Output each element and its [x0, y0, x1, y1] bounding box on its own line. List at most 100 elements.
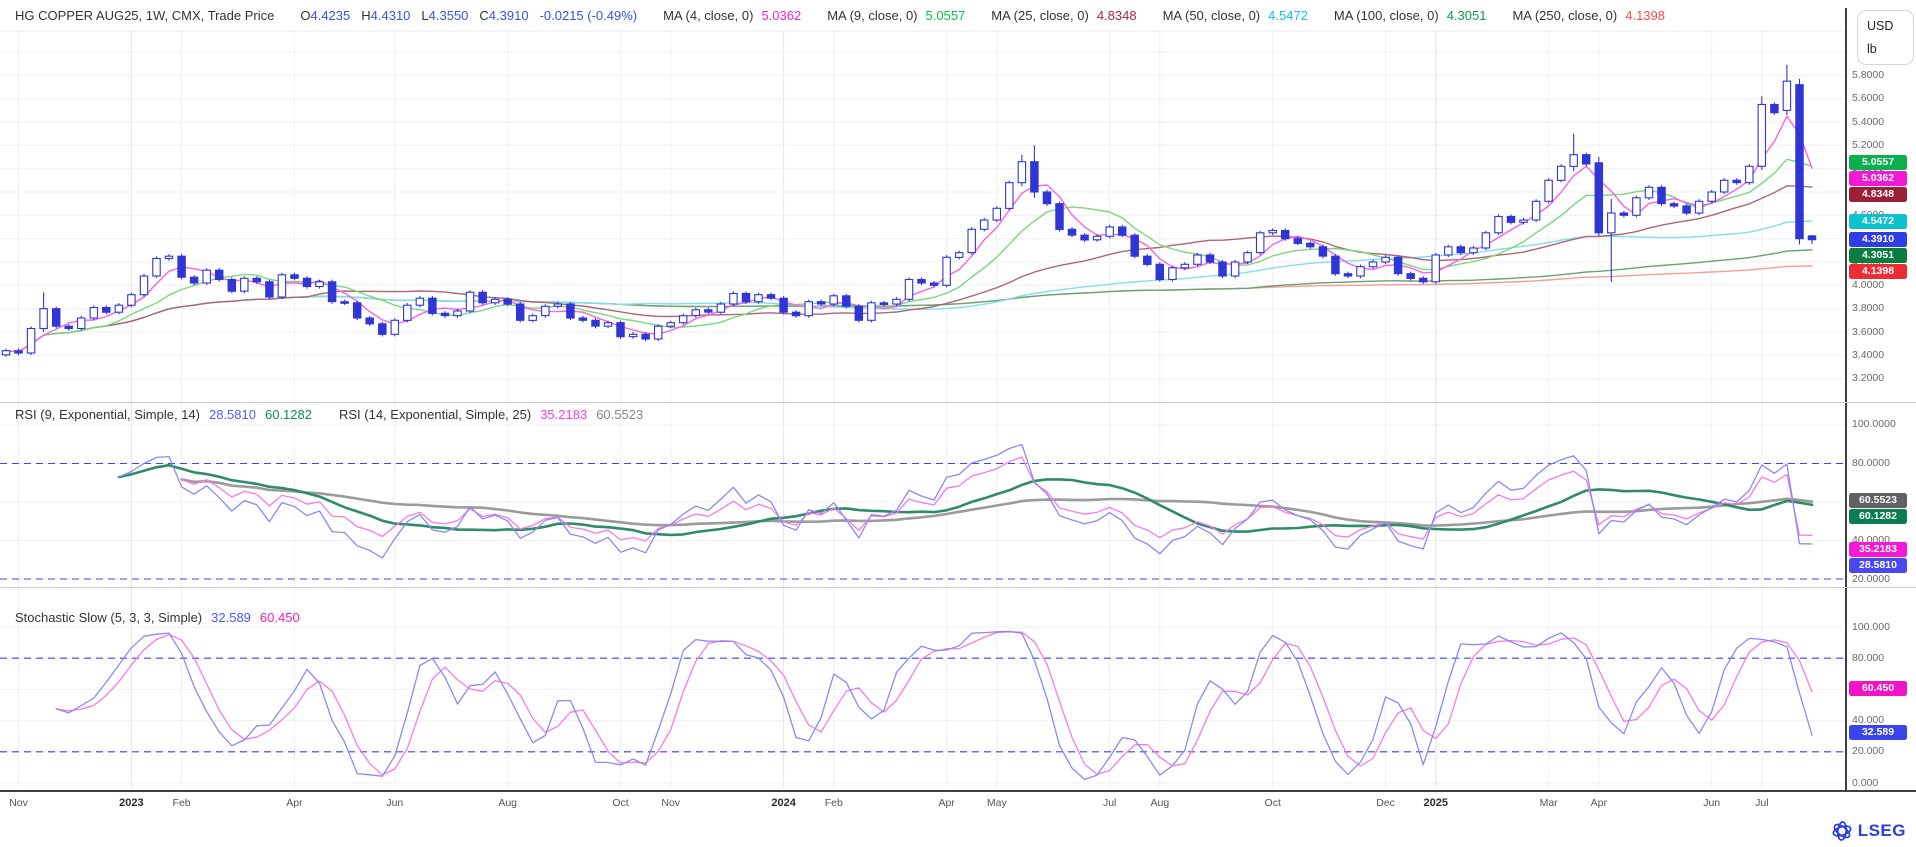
- candle[interactable]: [352, 300, 362, 321]
- candle[interactable]: [1343, 271, 1353, 279]
- candle[interactable]: [954, 250, 964, 260]
- candle[interactable]: [390, 318, 400, 337]
- candle[interactable]: [1694, 199, 1704, 216]
- instrument-title[interactable]: HG COPPER AUG25, 1W, CMX, Trade Price: [15, 8, 275, 23]
- candle[interactable]: [1745, 164, 1754, 185]
- axis-unit-box[interactable]: USD lb: [1857, 10, 1914, 65]
- candle[interactable]: [415, 296, 425, 308]
- candle[interactable]: [1444, 244, 1453, 258]
- candle[interactable]: [1268, 228, 1277, 235]
- candle[interactable]: [691, 307, 701, 318]
- candle[interactable]: [766, 292, 776, 301]
- candle[interactable]: [1456, 244, 1466, 255]
- candle[interactable]: [816, 299, 826, 307]
- candle[interactable]: [628, 332, 638, 339]
- candle[interactable]: [704, 307, 713, 315]
- ma-legend-item[interactable]: MA (25, close, 0) 4.8348: [991, 8, 1136, 23]
- value-axis-column[interactable]: USD lb: [1845, 8, 1916, 815]
- candle[interactable]: [189, 275, 199, 286]
- candle[interactable]: [1143, 254, 1152, 267]
- candle[interactable]: [942, 255, 951, 288]
- candle[interactable]: [490, 297, 500, 305]
- candle[interactable]: [829, 293, 838, 307]
- candle[interactable]: [1293, 236, 1303, 246]
- candle[interactable]: [1669, 201, 1679, 209]
- candle[interactable]: [578, 315, 588, 323]
- candle[interactable]: [929, 280, 939, 288]
- candle[interactable]: [1770, 102, 1779, 115]
- candle[interactable]: [1519, 217, 1528, 225]
- candle[interactable]: [365, 315, 374, 326]
- candle[interactable]: [240, 276, 249, 294]
- candle[interactable]: [1657, 185, 1666, 206]
- candle[interactable]: [1544, 178, 1553, 204]
- candle[interactable]: [791, 310, 801, 318]
- candle[interactable]: [854, 304, 864, 323]
- candle[interactable]: [51, 306, 61, 329]
- candle[interactable]: [867, 300, 876, 323]
- candle[interactable]: [1368, 259, 1378, 269]
- time-axis[interactable]: [0, 790, 1916, 817]
- candle[interactable]: [1481, 230, 1491, 251]
- candle[interactable]: [1155, 262, 1165, 282]
- candle[interactable]: [440, 311, 450, 318]
- candle[interactable]: [1632, 195, 1641, 218]
- candle[interactable]: [315, 279, 324, 289]
- candle[interactable]: [804, 299, 813, 318]
- candle[interactable]: [1594, 157, 1604, 237]
- candle[interactable]: [1168, 265, 1177, 282]
- candle[interactable]: [879, 300, 889, 307]
- candle[interactable]: [378, 321, 387, 337]
- candle[interactable]: [1795, 78, 1804, 245]
- candle[interactable]: [653, 324, 663, 342]
- rsi-slow-label[interactable]: RSI (14, Exponential, Simple, 25): [338, 407, 532, 422]
- candle[interactable]: [1757, 96, 1767, 170]
- candle[interactable]: [641, 332, 650, 342]
- candle[interactable]: [678, 313, 688, 325]
- candle[interactable]: [1030, 145, 1039, 198]
- candle[interactable]: [1393, 255, 1403, 276]
- ma-legend-item[interactable]: MA (9, close, 0) 5.0557: [827, 8, 965, 23]
- candle[interactable]: [1042, 189, 1052, 206]
- candle[interactable]: [453, 308, 462, 318]
- candle[interactable]: [1644, 185, 1654, 200]
- candle[interactable]: [1494, 214, 1503, 235]
- rsi-fast-label[interactable]: RSI (9, Exponential, Simple, 14): [15, 407, 200, 422]
- candle[interactable]: [1, 348, 11, 357]
- candle[interactable]: [729, 291, 738, 307]
- candle[interactable]: [1556, 164, 1566, 183]
- candle[interactable]: [842, 293, 851, 309]
- candle[interactable]: [114, 303, 124, 315]
- candle[interactable]: [1807, 235, 1817, 244]
- candle[interactable]: [277, 272, 287, 300]
- stochastic-label[interactable]: Stochastic Slow (5, 3, 3, Simple): [15, 610, 203, 625]
- candle[interactable]: [127, 292, 136, 308]
- candle[interactable]: [716, 301, 726, 315]
- candle[interactable]: [967, 227, 976, 255]
- candle[interactable]: [1782, 64, 1792, 115]
- candle[interactable]: [1607, 199, 1616, 282]
- candle[interactable]: [754, 292, 763, 304]
- candle[interactable]: [1005, 180, 1014, 211]
- candle[interactable]: [616, 320, 625, 339]
- candle[interactable]: [152, 256, 161, 279]
- ma-legend-item[interactable]: MA (100, close, 0) 4.3051: [1334, 8, 1487, 23]
- candle[interactable]: [14, 348, 23, 356]
- candle[interactable]: [553, 301, 563, 309]
- ma-legend-item[interactable]: MA (50, close, 0) 4.5472: [1163, 8, 1308, 23]
- candle[interactable]: [1431, 252, 1440, 284]
- candle[interactable]: [89, 305, 99, 321]
- candle[interactable]: [904, 277, 914, 302]
- candles-layer[interactable]: [1, 64, 1817, 357]
- candle[interactable]: [992, 206, 1002, 223]
- candle[interactable]: [177, 254, 186, 280]
- candle[interactable]: [1105, 224, 1114, 239]
- candle[interactable]: [340, 299, 349, 305]
- candle[interactable]: [1732, 178, 1741, 185]
- candle[interactable]: [64, 324, 73, 331]
- candle[interactable]: [1581, 152, 1591, 167]
- candle[interactable]: [1243, 250, 1252, 265]
- candle[interactable]: [1719, 178, 1729, 195]
- candle[interactable]: [227, 277, 237, 294]
- candle[interactable]: [202, 268, 211, 286]
